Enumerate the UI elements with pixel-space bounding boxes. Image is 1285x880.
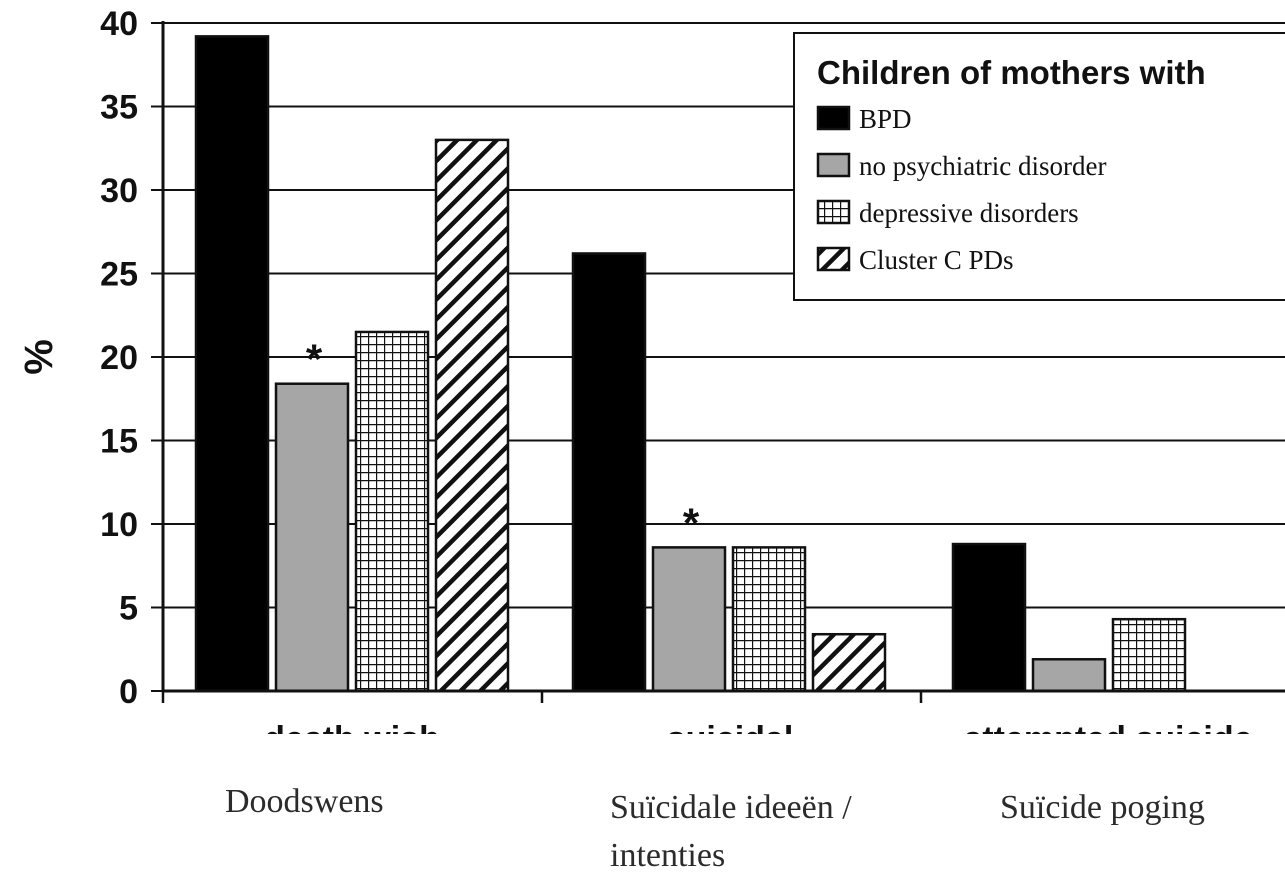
caption-doodswens: Doodswens	[225, 783, 384, 820]
x-category-label: attempted suicide	[963, 720, 1252, 758]
y-tick-label: 0	[119, 673, 138, 711]
y-tick-label: 35	[100, 89, 138, 127]
bar	[651, 546, 727, 693]
x-axis-category-labels: death wish suicidal attempted suicide	[264, 720, 1252, 758]
legend-title: Children of mothers with	[817, 54, 1206, 91]
y-tick-label: 40	[100, 5, 138, 43]
y-tick-label: 10	[100, 506, 138, 544]
bar	[434, 138, 510, 693]
bar	[731, 546, 807, 693]
bar	[194, 35, 270, 693]
bars	[194, 35, 1187, 693]
y-tick-label: 30	[100, 172, 138, 210]
bar	[951, 542, 1027, 693]
y-tick-label: 15	[100, 423, 138, 461]
bar	[274, 382, 350, 693]
y-tick-label: 20	[100, 339, 138, 377]
x-category-label: suicidal	[667, 720, 794, 758]
significance-star: *	[306, 336, 323, 383]
legend: Children of mothers with BPD no psychiatr…	[793, 32, 1285, 301]
bar	[1031, 658, 1107, 693]
gridlines	[163, 22, 1285, 609]
caption-suicide-poging: Suïcide poging	[1000, 789, 1205, 826]
axes	[161, 21, 1285, 703]
legend-swatch	[816, 246, 851, 272]
x-category-label: death wish	[264, 720, 440, 758]
bar	[354, 330, 430, 693]
legend-swatch	[816, 105, 851, 131]
y-axis-title: %	[17, 339, 61, 375]
legend-swatch	[816, 199, 851, 225]
legend-label: Cluster C PDs	[859, 245, 1014, 275]
bar	[571, 252, 647, 693]
significance-star: *	[683, 499, 700, 546]
bar	[1111, 617, 1187, 693]
y-tick-label: 5	[119, 590, 138, 628]
y-tick-label: 25	[100, 256, 138, 294]
legend-swatch	[816, 152, 851, 178]
legend-label: no psychiatric disorder	[859, 151, 1106, 181]
legend-box	[793, 32, 1285, 301]
bar	[811, 632, 887, 693]
significance-markers: **	[306, 336, 700, 547]
legend-label: BPD	[859, 104, 912, 134]
y-axis-ticks: 0 5 10 15 20 25 30 35 40	[100, 5, 163, 711]
legend-label: depressive disorders	[859, 198, 1079, 228]
caption-suicidale-ideeen: Suïcidale ideeën / intenties	[610, 789, 852, 874]
